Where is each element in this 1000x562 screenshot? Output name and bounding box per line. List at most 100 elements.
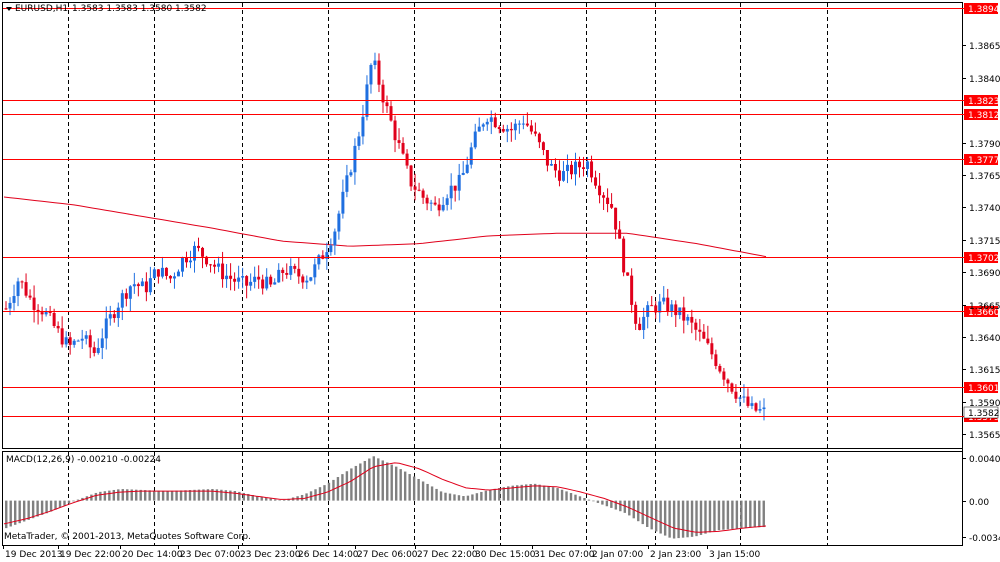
candle-body (654, 305, 658, 313)
macd-histogram-bar (493, 488, 497, 501)
candle-body (433, 202, 437, 205)
candle-body (205, 256, 209, 265)
macd-histogram-bar (282, 499, 286, 501)
candle-body (710, 343, 714, 355)
level-price-label: 1.3702 (968, 254, 1000, 264)
candle-body (4, 308, 8, 310)
macd-histogram-bar (462, 496, 465, 501)
macd-histogram-bar (390, 464, 393, 501)
candle-body (209, 264, 213, 266)
current-price-tag (963, 406, 999, 419)
candle-body (553, 164, 557, 171)
macd-histogram-bar (260, 496, 263, 501)
candle-body (156, 269, 160, 277)
level-price-label: 1.3660 (968, 308, 1000, 318)
candle-body (686, 316, 690, 321)
macd-histogram-bar (435, 488, 438, 501)
candle-body (738, 397, 742, 399)
candle-body (193, 245, 196, 261)
candle-body (638, 323, 642, 330)
price-tick-label: 1.3765 (969, 172, 1000, 182)
macd-histogram-bar (135, 489, 138, 501)
macd-histogram-bar (565, 491, 568, 501)
macd-histogram-bar (368, 458, 371, 501)
price-tick-label: 1.3640 (969, 334, 1000, 344)
candle-body (116, 307, 120, 319)
candle-body (742, 396, 746, 398)
macd-histogram-bar (211, 488, 214, 501)
candle-body (441, 204, 445, 211)
price-tick-label: 1.3590 (969, 399, 1000, 409)
macd-histogram-bar (139, 489, 142, 501)
macd-histogram-bar (395, 466, 398, 501)
macd-histogram-bar (81, 497, 84, 501)
candle-body (92, 347, 96, 353)
price-tick-label: 1.3840 (969, 75, 1000, 85)
candle-body (124, 293, 128, 299)
candle-body (297, 268, 301, 277)
candle-body (132, 284, 136, 287)
time-tick-label: 19 Dec 22:00 (60, 550, 121, 560)
macd-histogram-bar (345, 471, 349, 501)
candle-body (333, 231, 337, 246)
macd-histogram-bar (699, 500, 703, 535)
macd-histogram-bar (686, 500, 689, 538)
macd-histogram-bar (498, 488, 501, 501)
horizontal-levels[interactable]: 1.38941.38231.38121.37771.37021.36601.36… (3, 3, 1000, 423)
macd-histogram-bar (130, 489, 133, 501)
candle-body (52, 313, 56, 326)
candle-body (453, 185, 457, 191)
candle-body (277, 269, 281, 283)
candle-body (429, 202, 433, 204)
candle-body (565, 164, 569, 172)
macd-tick-label: 0.00 (969, 498, 989, 508)
candle-body (341, 191, 345, 214)
candle-body (389, 106, 393, 121)
macd-histogram-bar (49, 500, 53, 512)
time-tick-label: 26 Dec 14:00 (298, 550, 359, 560)
candle-body (273, 282, 277, 285)
macd-histogram-bar (578, 496, 582, 501)
candle-body (84, 335, 88, 339)
macd-histogram-bar (654, 500, 658, 532)
macd-histogram-bar (58, 500, 62, 508)
candle-body (108, 314, 112, 319)
macd-histogram-bar (247, 493, 250, 501)
candle-body (413, 186, 417, 190)
candle-body (758, 409, 762, 411)
candle-body (561, 171, 565, 181)
macd-histogram-bar (471, 494, 474, 501)
candle-body (541, 142, 545, 150)
candle-body (269, 276, 273, 285)
candle-body (598, 185, 602, 196)
macd-histogram-bar (637, 500, 640, 522)
level-price-tag (964, 95, 998, 106)
macd-histogram-bar (421, 481, 425, 501)
candle-body (217, 263, 221, 267)
candle-body (493, 117, 497, 128)
candle-body (590, 161, 594, 178)
candle-body (249, 281, 253, 286)
candle-body (20, 281, 24, 283)
macd-histogram-bar (520, 484, 523, 501)
candle-body (485, 121, 489, 125)
candle-body (361, 116, 365, 137)
macd-histogram-bar (480, 491, 483, 501)
candle-body (136, 284, 140, 287)
macd-histogram-bar (215, 489, 219, 501)
candle-body (237, 277, 241, 282)
macd-histogram-bar (524, 484, 528, 501)
candle-body (578, 161, 582, 168)
time-tick-label: 30 Dec 15:00 (475, 550, 536, 560)
candle-body (221, 263, 225, 280)
price-tick-label: 1.3665 (969, 302, 1000, 312)
candle-body (64, 337, 68, 345)
macd-histogram-bar (170, 490, 174, 501)
dropdown-triangle-icon[interactable] (6, 7, 12, 11)
macd-histogram-bar (148, 490, 151, 501)
macd-histogram-bar (63, 500, 66, 506)
candle-body (586, 161, 590, 170)
candle-body (666, 297, 670, 313)
